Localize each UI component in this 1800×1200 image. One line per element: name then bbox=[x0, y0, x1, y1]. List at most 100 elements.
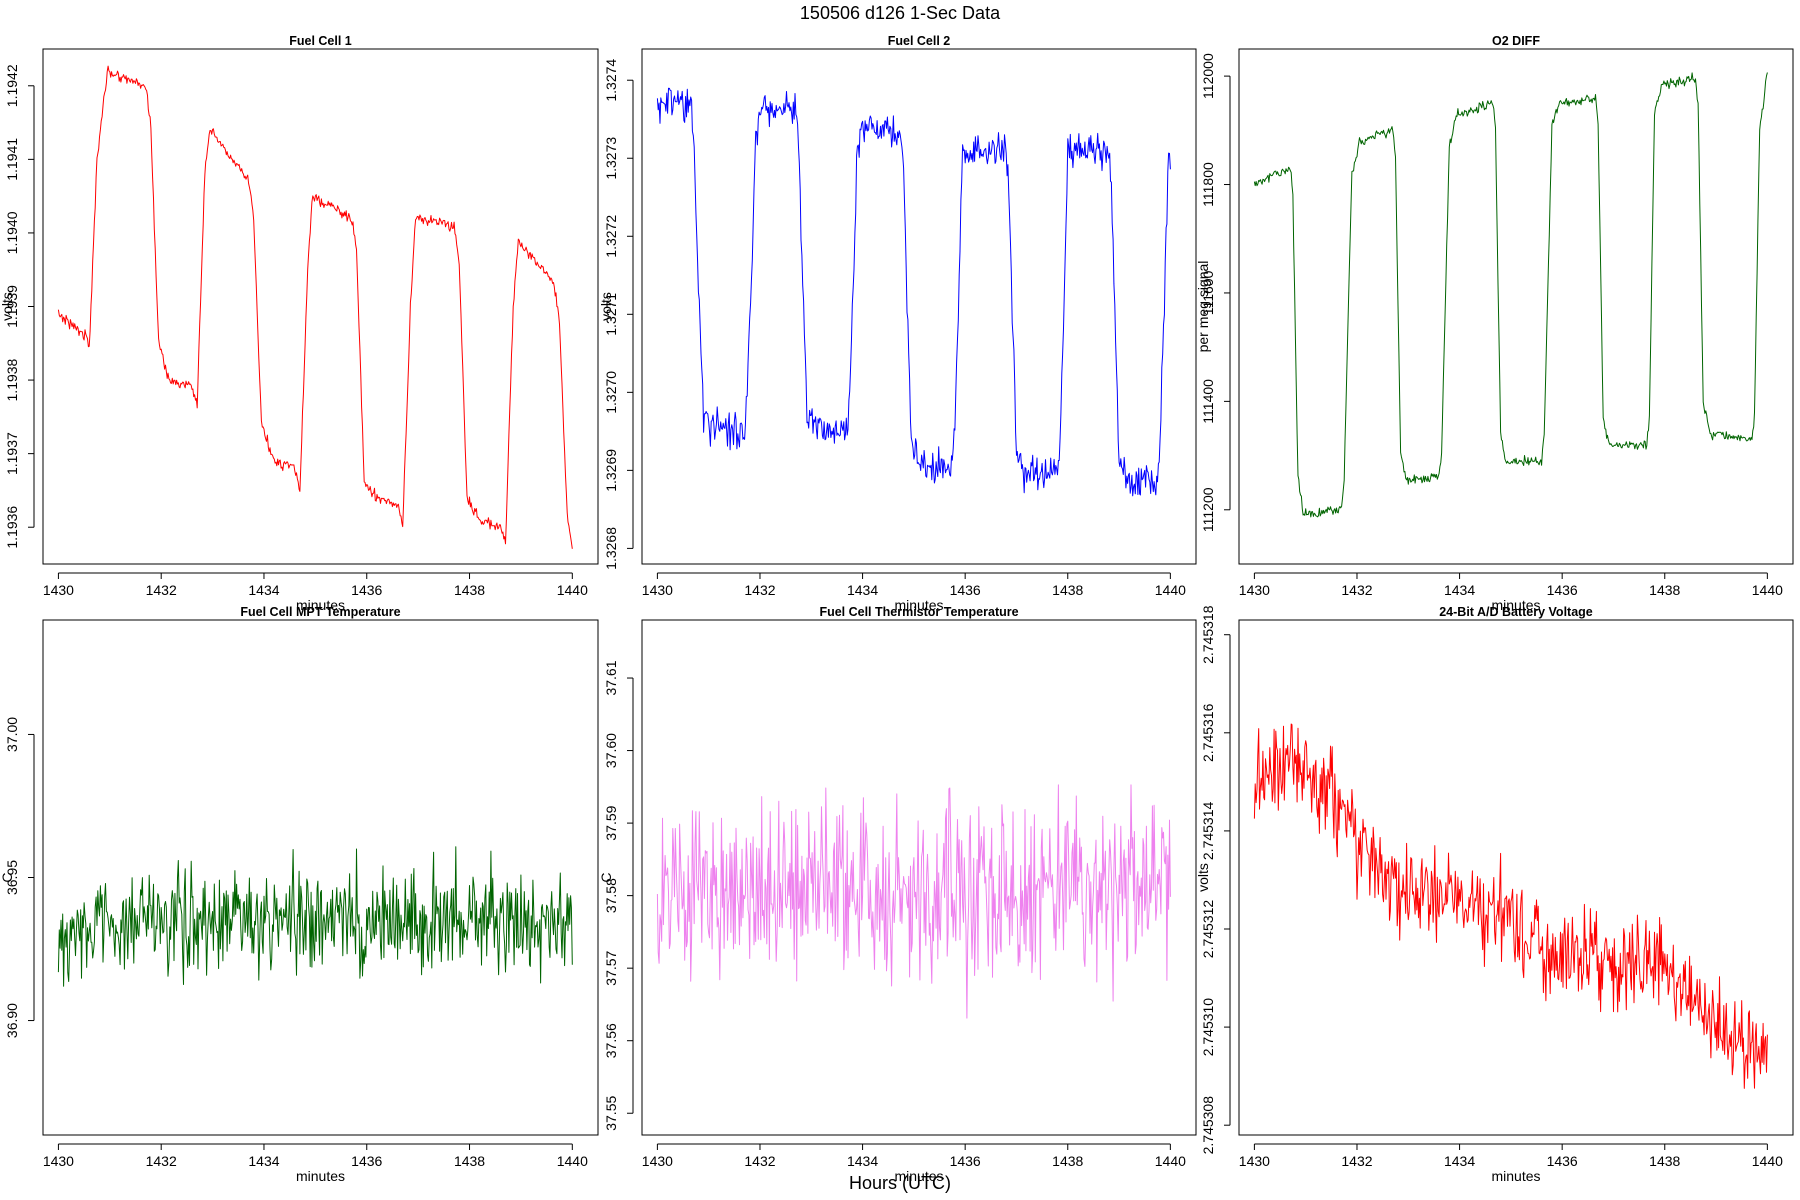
x-axis-label: minutes bbox=[894, 597, 943, 613]
y-tick-label: 111800 bbox=[1200, 162, 1216, 207]
y-tick-label: 1.1941 bbox=[4, 138, 20, 181]
x-tick-label: 1430 bbox=[43, 582, 74, 598]
plot-frame bbox=[1238, 619, 1794, 1136]
x-axis-label: minutes bbox=[296, 1168, 345, 1184]
y-tick-label: 1.3271 bbox=[603, 293, 619, 336]
x-tick-label: 1440 bbox=[1752, 582, 1783, 598]
chart-panel-4: Fuel Cell MPT Temperature 1430 1432 1434 143… bbox=[0, 605, 599, 1184]
y-tick-label: 2.745318 bbox=[1200, 605, 1216, 664]
chart-panel-1: Fuel Cell 1 1430 1432 1434 1436 1438 1440 minut… bbox=[0, 34, 599, 613]
y-tick-label: 37.59 bbox=[603, 805, 619, 840]
x-axis-label: minutes bbox=[1491, 597, 1540, 613]
plot-frame bbox=[641, 619, 1197, 1136]
x-tick-label: 1430 bbox=[1239, 582, 1270, 598]
y-tick-label: 2.745314 bbox=[1200, 802, 1216, 861]
x-tick-label: 1434 bbox=[847, 582, 878, 598]
panels-container: Fuel Cell 1 1430 1432 1434 1436 1438 1440 minut… bbox=[0, 34, 1794, 1184]
y-tick-label: 37.55 bbox=[603, 1096, 619, 1131]
series-line bbox=[57, 846, 573, 987]
y-axis-label: per meg signal bbox=[1195, 261, 1211, 353]
chart-panel-3: O2 DIFF 1430 1432 1434 1436 1438 1440 minutes 11… bbox=[1195, 34, 1794, 613]
figure-title: 150506 d126 1-Sec Data bbox=[800, 3, 1001, 23]
x-tick-label: 1432 bbox=[1341, 582, 1372, 598]
y-tick-label: 111600 bbox=[1200, 270, 1216, 315]
y-tick-label: 2.745310 bbox=[1200, 998, 1216, 1057]
x-axis-label: minutes bbox=[1491, 1168, 1540, 1184]
x-tick-label: 1430 bbox=[1239, 1153, 1270, 1169]
x-axis-label: minutes bbox=[296, 597, 345, 613]
y-tick-label: 37.57 bbox=[603, 950, 619, 985]
y-tick-label: 1.3272 bbox=[603, 215, 619, 258]
y-axis-label: volts bbox=[0, 292, 15, 321]
y-tick-label: 1.3274 bbox=[603, 59, 619, 102]
x-tick-label: 1438 bbox=[1052, 1153, 1083, 1169]
x-axis-label: minutes bbox=[894, 1168, 943, 1184]
x-tick-label: 1432 bbox=[744, 582, 775, 598]
x-tick-label: 1436 bbox=[950, 582, 981, 598]
x-tick-label: 1430 bbox=[642, 582, 673, 598]
x-tick-label: 1434 bbox=[1444, 582, 1475, 598]
chart-panel-5: Fuel Cell Thermistor Temperature 1430 1432… bbox=[598, 605, 1197, 1184]
x-tick-label: 1438 bbox=[1052, 582, 1083, 598]
x-tick-label: 1438 bbox=[1649, 582, 1680, 598]
y-axis-label: volts bbox=[1195, 863, 1211, 892]
y-axis-label: C bbox=[598, 872, 614, 882]
x-tick-label: 1434 bbox=[847, 1153, 878, 1169]
y-tick-label: 2.745308 bbox=[1200, 1096, 1216, 1155]
x-tick-label: 1440 bbox=[1752, 1153, 1783, 1169]
x-tick-label: 1438 bbox=[454, 1153, 485, 1169]
chart-title: Fuel Cell 2 bbox=[888, 34, 951, 48]
x-tick-label: 1432 bbox=[1341, 1153, 1372, 1169]
x-tick-label: 1436 bbox=[1547, 1153, 1578, 1169]
y-tick-label: 36.90 bbox=[4, 1003, 20, 1038]
y-tick-label: 1.3273 bbox=[603, 137, 619, 180]
y-tick-label: 111200 bbox=[1200, 487, 1216, 532]
x-tick-label: 1434 bbox=[248, 582, 279, 598]
x-tick-label: 1436 bbox=[351, 1153, 382, 1169]
chart-title: Fuel Cell MPT Temperature bbox=[240, 605, 400, 619]
x-tick-label: 1436 bbox=[351, 582, 382, 598]
y-tick-label: 2.745312 bbox=[1200, 900, 1216, 959]
x-tick-label: 1430 bbox=[642, 1153, 673, 1169]
y-tick-label: 1.3270 bbox=[603, 371, 619, 414]
y-tick-label: 1.3268 bbox=[603, 527, 619, 570]
y-tick-label: 112000 bbox=[1200, 53, 1216, 99]
y-axis-label: C bbox=[0, 872, 15, 882]
y-tick-label: 1.1938 bbox=[4, 358, 20, 401]
y-tick-label: 1.1937 bbox=[4, 432, 20, 475]
plot-frame bbox=[1238, 48, 1794, 565]
series-line bbox=[1253, 72, 1768, 518]
x-tick-label: 1432 bbox=[146, 582, 177, 598]
series-line bbox=[656, 87, 1171, 497]
y-tick-label: 1.1939 bbox=[4, 285, 20, 328]
series-line bbox=[57, 65, 573, 549]
chart-title: Fuel Cell 1 bbox=[289, 34, 352, 48]
figure-bottom-label: Hours (UTC) bbox=[849, 1173, 951, 1193]
y-tick-label: 111400 bbox=[1200, 379, 1216, 424]
x-tick-label: 1438 bbox=[1649, 1153, 1680, 1169]
y-tick-label: 36.95 bbox=[4, 860, 20, 895]
chart-panel-2: Fuel Cell 2 1430 1432 1434 1436 1438 1440 minut… bbox=[598, 34, 1197, 613]
x-tick-label: 1440 bbox=[1155, 582, 1186, 598]
chart-title: 24-Bit A/D Battery Voltage bbox=[1439, 605, 1593, 619]
chart-panel-6: 24-Bit A/D Battery Voltage 1430 1432 1434 14… bbox=[1195, 605, 1794, 1184]
y-tick-label: 1.3269 bbox=[603, 449, 619, 492]
x-tick-label: 1440 bbox=[557, 1153, 588, 1169]
series-line bbox=[1253, 723, 1768, 1089]
chart-title: Fuel Cell Thermistor Temperature bbox=[819, 605, 1018, 619]
chart-title: O2 DIFF bbox=[1492, 34, 1540, 48]
y-tick-label: 1.1942 bbox=[4, 64, 20, 107]
y-tick-label: 37.60 bbox=[603, 733, 619, 768]
x-tick-label: 1440 bbox=[557, 582, 588, 598]
series-line bbox=[656, 784, 1171, 1019]
plot-frame bbox=[42, 619, 599, 1136]
x-tick-label: 1436 bbox=[1547, 582, 1578, 598]
y-tick-label: 37.56 bbox=[603, 1023, 619, 1058]
x-tick-label: 1434 bbox=[248, 1153, 279, 1169]
y-tick-label: 37.61 bbox=[603, 660, 619, 695]
x-tick-label: 1432 bbox=[146, 1153, 177, 1169]
plot-frame bbox=[641, 48, 1197, 565]
y-tick-label: 2.745316 bbox=[1200, 703, 1216, 762]
y-axis-label: volts bbox=[598, 292, 614, 321]
